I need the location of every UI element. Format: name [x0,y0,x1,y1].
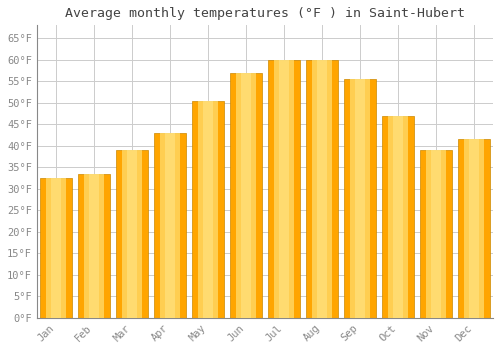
Bar [160,133,180,318]
Bar [84,174,103,318]
Bar [89,174,99,318]
Bar [127,150,136,318]
Bar [279,60,289,318]
Bar [355,79,365,318]
Bar [350,79,370,318]
Bar [51,178,60,318]
Bar [344,79,376,318]
Bar [236,72,256,318]
Bar [431,150,441,318]
Bar [393,116,403,318]
Bar [268,60,300,318]
Bar [458,139,490,318]
Bar [40,178,72,318]
Bar [382,116,414,318]
Bar [317,60,327,318]
Bar [198,100,218,318]
Bar [420,150,452,318]
Bar [274,60,293,318]
Bar [203,100,212,318]
Bar [122,150,142,318]
Bar [426,150,446,318]
Bar [154,133,186,318]
Bar [469,139,479,318]
Bar [241,72,251,318]
Bar [165,133,174,318]
Bar [192,100,224,318]
Bar [230,72,262,318]
Bar [306,60,338,318]
Title: Average monthly temperatures (°F ) in Saint-Hubert: Average monthly temperatures (°F ) in Sa… [65,7,465,20]
Bar [312,60,332,318]
Bar [388,116,407,318]
Bar [116,150,148,318]
Bar [46,178,66,318]
Bar [464,139,483,318]
Bar [78,174,110,318]
